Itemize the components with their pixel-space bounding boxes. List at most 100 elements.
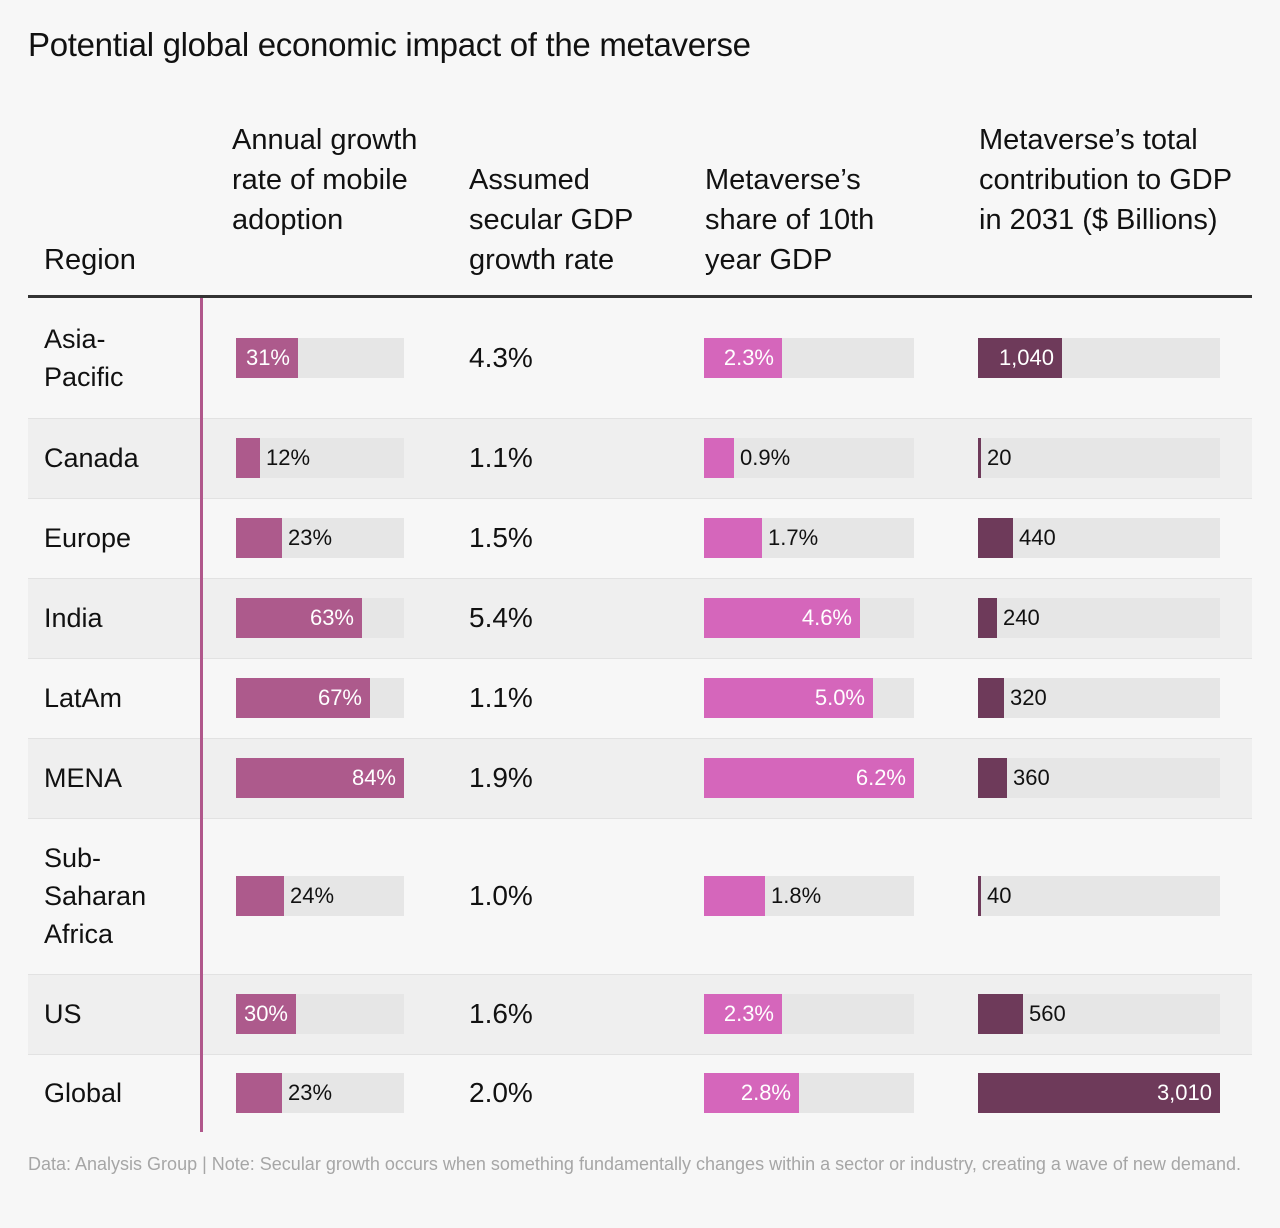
mobile-adoption-bar-track: 84% (236, 758, 404, 798)
mobile-adoption-bar-track: 12% (236, 438, 404, 478)
gdp-contribution-bar (978, 758, 1007, 798)
gdp-growth-value: 1.0% (469, 880, 533, 911)
metaverse-share-value-label: 1.7% (768, 525, 819, 550)
metaverse-share-bar-track: 1.7% (704, 518, 914, 558)
metaverse-share-bar (704, 994, 782, 1034)
row-divider (28, 578, 1252, 579)
mobile-adoption-bar-track: 24% (236, 876, 404, 916)
header-mobile-adoption: Annual growth rate of mobile adoption (232, 124, 418, 236)
gdp-contribution-bar-track: 40 (978, 876, 1220, 916)
metaverse-share-bar (704, 678, 873, 718)
chart-title: Potential global economic impact of the … (28, 26, 751, 63)
region-label: US (44, 999, 82, 1029)
metaverse-share-bar-track: 1.8% (704, 876, 914, 916)
metaverse-share-value-label: 6.2% (855, 765, 906, 790)
metaverse-share-bar-track: 2.3% (704, 338, 914, 378)
row-divider (28, 418, 1252, 419)
mobile-adoption-bar-track: 23% (236, 1073, 404, 1113)
metaverse-share-bar (704, 1073, 799, 1113)
row-divider (28, 1054, 1252, 1055)
row-divider (28, 658, 1252, 659)
metaverse-share-bar-track: 2.8% (704, 1073, 914, 1113)
metaverse-share-bar-track: 5.0% (704, 678, 914, 718)
gdp-growth-value: 1.1% (469, 442, 533, 473)
metaverse-share-value-label: 2.3% (723, 1001, 774, 1026)
region-label: Canada (44, 443, 139, 473)
mobile-adoption-bar (236, 678, 370, 718)
gdp-contribution-bar-track: 240 (978, 598, 1220, 638)
metaverse-share-bar (704, 518, 762, 558)
mobile-adoption-value-label: 63% (309, 605, 354, 630)
metaverse-share-bar-track: 0.9% (704, 438, 914, 478)
gdp-growth-value: 2.0% (469, 1077, 533, 1108)
metaverse-share-bar (704, 438, 734, 478)
gdp-contribution-value-label: 20 (987, 445, 1012, 470)
mobile-adoption-value-label: 84% (351, 765, 396, 790)
gdp-contribution-bar (978, 876, 981, 916)
metaverse-share-bar (704, 338, 782, 378)
gdp-contribution-value-label: 1,040 (998, 345, 1054, 370)
metaverse-share-value-label: 1.8% (771, 883, 822, 908)
gdp-contribution-bar (978, 438, 981, 478)
mobile-adoption-bar (236, 518, 282, 558)
mobile-adoption-value-label: 31% (245, 345, 290, 370)
row-divider (28, 974, 1252, 975)
mobile-adoption-bar-track: 67% (236, 678, 404, 718)
gdp-contribution-value-label: 560 (1029, 1001, 1066, 1026)
gdp-contribution-value-label: 360 (1013, 765, 1050, 790)
metaverse-share-bar-track: 4.6% (704, 598, 914, 638)
mobile-adoption-value-label: 24% (290, 883, 335, 908)
row-divider (28, 738, 1252, 739)
footnote: Data: Analysis Group | Note: Secular gro… (28, 1154, 1241, 1174)
header-rule (28, 295, 1252, 298)
metaverse-share-bar-track: 2.3% (704, 994, 914, 1034)
gdp-contribution-bar-track: 3,010 (978, 1073, 1220, 1113)
metaverse-share-value-label: 0.9% (740, 445, 791, 470)
mobile-adoption-bar (236, 876, 284, 916)
header-metaverse-share: Metaverse’s share of 10th year GDP (705, 164, 875, 276)
metaverse-share-bar (704, 876, 765, 916)
mobile-adoption-value-label: 23% (288, 525, 333, 550)
gdp-growth-value: 1.9% (469, 762, 533, 793)
row-divider (28, 818, 1252, 819)
gdp-contribution-bar (978, 338, 1062, 378)
gdp-contribution-bar (978, 1073, 1220, 1113)
region-label: Europe (44, 523, 132, 553)
region-label: Global (44, 1078, 123, 1108)
mobile-adoption-bar (236, 758, 404, 798)
gdp-growth-value: 1.1% (469, 682, 533, 713)
gdp-contribution-bar (978, 994, 1023, 1034)
region-label: India (44, 603, 103, 633)
mobile-adoption-bar (236, 438, 260, 478)
gdp-contribution-bar-track: 1,040 (978, 338, 1220, 378)
gdp-contribution-bar-track: 360 (978, 758, 1220, 798)
gdp-contribution-bar (978, 518, 1013, 558)
metaverse-share-value-label: 4.6% (801, 605, 852, 630)
region-accent-rule (200, 298, 203, 1132)
mobile-adoption-bar (236, 1073, 282, 1113)
mobile-adoption-bar-track: 63% (236, 598, 404, 638)
gdp-contribution-bar-track: 320 (978, 678, 1220, 718)
mobile-adoption-value-label: 23% (288, 1080, 333, 1105)
mobile-adoption-bar-track: 23% (236, 518, 404, 558)
gdp-contribution-value-label: 240 (1003, 605, 1040, 630)
metaverse-share-bar-track: 6.2% (704, 758, 914, 798)
mobile-adoption-value-label: 67% (317, 685, 362, 710)
header-gdp-growth: Assumed secular GDP growth rate (469, 164, 633, 276)
region-label: Asia- Pacific (44, 324, 124, 392)
header-region: Region (44, 244, 136, 276)
gdp-contribution-bar-track: 440 (978, 518, 1220, 558)
gdp-contribution-value-label: 440 (1019, 525, 1056, 550)
gdp-contribution-bar-track: 20 (978, 438, 1220, 478)
mobile-adoption-value-label: 12% (266, 445, 311, 470)
mobile-adoption-bar-track: 30% (236, 994, 404, 1034)
region-label: MENA (44, 763, 123, 793)
header-total-contribution: Metaverse’s total contribution to GDP in… (979, 124, 1232, 236)
mobile-adoption-bar-track: 31% (236, 338, 404, 378)
gdp-contribution-bar (978, 598, 997, 638)
metaverse-share-value-label: 5.0% (814, 685, 865, 710)
gdp-contribution-bar (978, 678, 1004, 718)
mobile-adoption-value-label: 30% (243, 1001, 288, 1026)
mobile-adoption-bar (236, 994, 296, 1034)
gdp-contribution-bar-track: 560 (978, 994, 1220, 1034)
